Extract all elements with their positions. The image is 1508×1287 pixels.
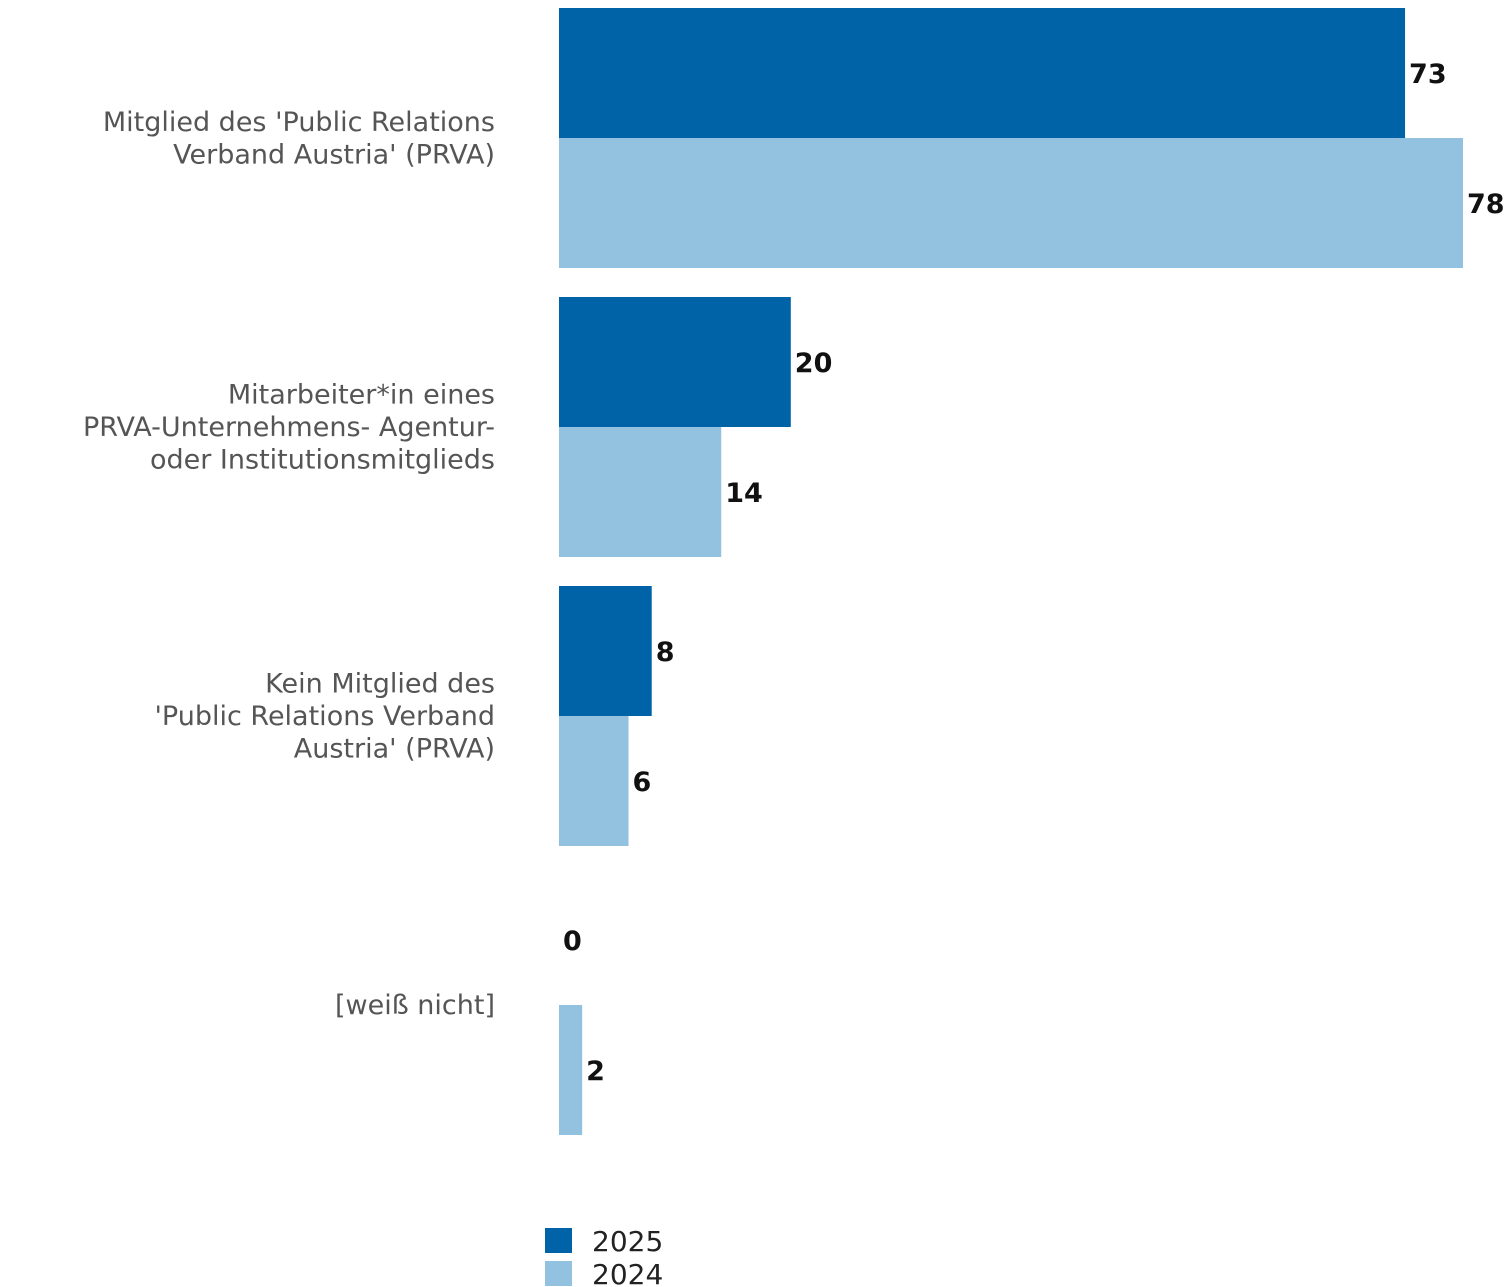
category-label-line: 'Public Relations Verband [154,701,495,732]
legend-label-2025: 2025 [592,1225,663,1258]
data-label-2025: 8 [656,637,675,668]
legend-swatch-2025 [545,1228,572,1253]
bar-2025 [559,8,1406,138]
category-labels: Mitglied des 'Public Relations Verband Au… [83,107,495,1021]
data-label-2024: 6 [633,767,652,798]
bar-2024 [559,716,629,846]
bar-2025 [559,297,791,427]
category-label-line: PRVA-Unternehmens- Agentur- [83,412,495,443]
legend-swatch-2024 [545,1261,572,1286]
data-label-2024: 14 [725,478,763,509]
category-label: Mitarbeiter*in eines PRVA-Unternehmens- A… [83,380,495,476]
data-label-2024: 78 [1467,189,1505,220]
data-labels: 73 78 20 14 8 6 0 2 [563,59,1505,1087]
bar-2024 [559,1005,583,1135]
data-label-2024: 2 [586,1056,605,1087]
category-label: Kein Mitglied des 'Public Relations Verba… [154,669,495,765]
bar-2025 [559,586,652,716]
category-label-line: Mitarbeiter*in eines [228,380,495,411]
data-label-2025: 73 [1409,59,1447,90]
category-label-line: Austria' (PRVA) [294,734,495,765]
data-label-2025: 0 [563,926,582,957]
category-label-line: Verband Austria' (PRVA) [173,139,495,170]
category-label-line: [weiß nicht] [335,990,495,1021]
legend-label-2024: 2024 [592,1258,663,1287]
category-label: Mitglied des 'Public Relations Verband Au… [103,107,495,171]
data-label-2025: 20 [795,348,833,379]
bar-2024 [559,138,1463,268]
bars-layer [559,8,1463,1135]
category-label: [weiß nicht] [335,990,495,1021]
bar-2024 [559,427,722,557]
category-label-line: oder Institutionsmitglieds [150,445,495,476]
category-label-line: Kein Mitglied des [265,669,495,700]
category-label-line: Mitglied des 'Public Relations [103,107,495,138]
